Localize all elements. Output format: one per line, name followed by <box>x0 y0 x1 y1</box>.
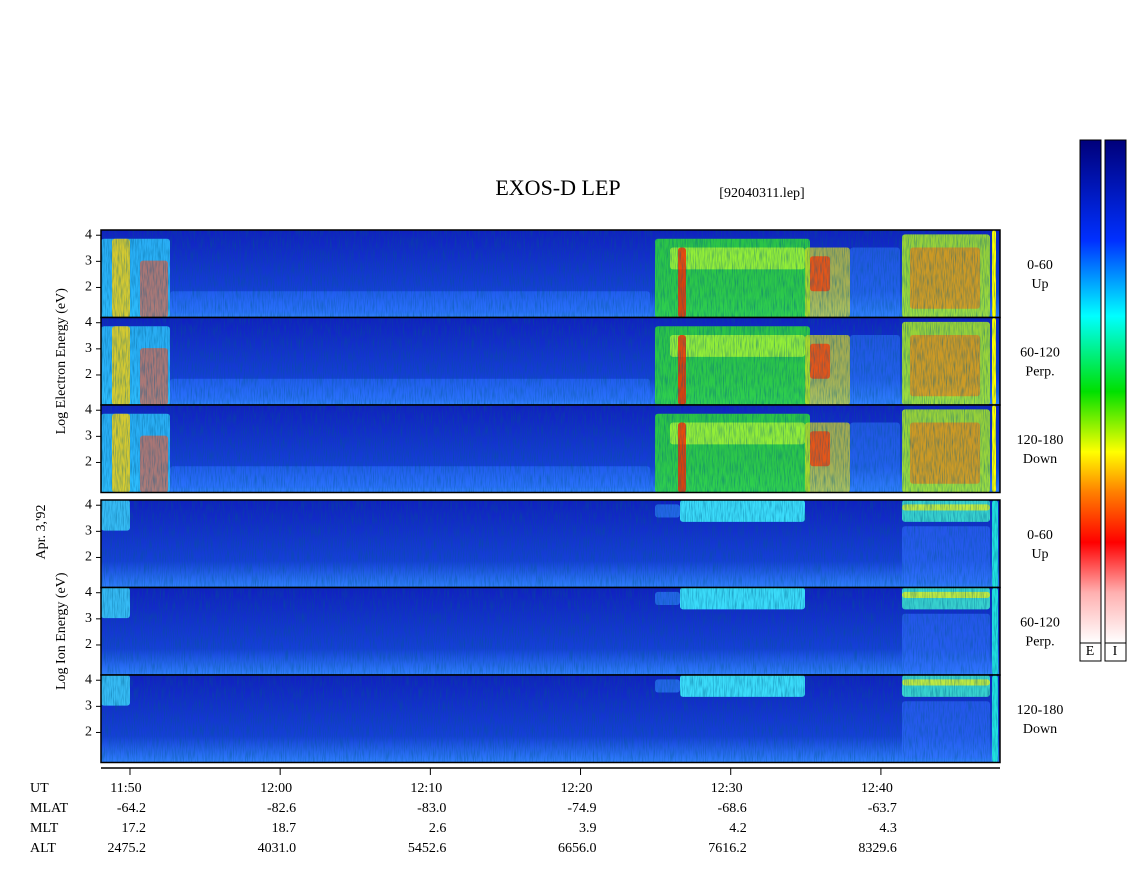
y-tick-label: 3 <box>85 611 92 626</box>
panel-direction: Up <box>1031 277 1048 292</box>
orbit-value: -64.2 <box>117 801 146 816</box>
panel-direction: Down <box>1023 452 1057 467</box>
orbit-value: -74.9 <box>567 801 596 816</box>
x-tick-label: 12:00 <box>260 781 292 796</box>
x-tick-label: 12:40 <box>861 781 893 796</box>
orbit-value: 4.3 <box>879 821 897 836</box>
y-tick-label: 3 <box>85 699 92 714</box>
panel-angle: 0-60 <box>1027 528 1053 543</box>
orbit-value: 7616.2 <box>708 841 747 856</box>
colorbar-box <box>1104 642 1127 662</box>
orbit-value: 5452.6 <box>408 841 447 856</box>
noise <box>101 500 1000 588</box>
y-tick-label: 3 <box>85 341 92 356</box>
y-tick-label: 2 <box>85 725 92 740</box>
panel-direction: Up <box>1031 547 1048 562</box>
panel-angle: 60-120 <box>1020 346 1060 361</box>
y-tick-label: 2 <box>85 550 92 565</box>
x-tick-label: 12:30 <box>711 781 743 796</box>
y-tick-label: 2 <box>85 637 92 652</box>
y-tick-label: 4 <box>85 672 92 687</box>
y-tick-label: 2 <box>85 280 92 295</box>
noise <box>101 587 1000 675</box>
row-label: MLT <box>30 821 59 836</box>
y-tick-label: 4 <box>85 497 92 512</box>
orbit-value: 18.7 <box>272 821 297 836</box>
row-label: UT <box>30 781 49 796</box>
y-tick-label: 3 <box>85 254 92 269</box>
x-tick-label: 12:10 <box>410 781 442 796</box>
panel-frame <box>100 404 1001 494</box>
y-tick-label: 4 <box>85 585 92 600</box>
panel-angle: 60-120 <box>1020 616 1060 631</box>
y-tick-label: 2 <box>85 367 92 382</box>
colorbar <box>1079 139 1102 644</box>
orbit-value: 2.6 <box>429 821 447 836</box>
panel-direction: Perp. <box>1025 635 1054 650</box>
date-label: Apr. 3,'92 <box>34 504 49 559</box>
panel-angle: 120-180 <box>1017 703 1064 718</box>
y-axis-label: Log Electron Energy (eV) <box>54 288 69 435</box>
orbit-value: 3.9 <box>579 821 597 836</box>
y-axis-label: Log Ion Energy (eV) <box>54 572 69 690</box>
panel-direction: Down <box>1023 722 1057 737</box>
colorbar <box>1104 139 1127 644</box>
panel-angle: 120-180 <box>1017 433 1064 448</box>
y-tick-label: 4 <box>85 315 92 330</box>
y-tick-label: 3 <box>85 524 92 539</box>
x-tick-label: 12:20 <box>561 781 593 796</box>
x-tick-label: 11:50 <box>110 781 141 796</box>
orbit-value: 4.2 <box>729 821 747 836</box>
y-tick-label: 4 <box>85 227 92 242</box>
row-label: ALT <box>30 841 56 856</box>
chart-title: EXOS-D LEP <box>495 175 620 200</box>
colorbar-box <box>1079 642 1102 662</box>
y-tick-label: 4 <box>85 402 92 417</box>
orbit-value: 2475.2 <box>107 841 146 856</box>
orbit-value: -68.6 <box>718 801 747 816</box>
panel-angle: 0-60 <box>1027 258 1053 273</box>
panel-direction: Perp. <box>1025 365 1054 380</box>
noise <box>101 317 1000 405</box>
orbit-value: 8329.6 <box>858 841 897 856</box>
orbit-value: 4031.0 <box>258 841 297 856</box>
file-label: [92040311.lep] <box>719 186 804 201</box>
y-tick-label: 2 <box>85 455 92 470</box>
orbit-value: -83.0 <box>417 801 446 816</box>
orbit-value: 17.2 <box>121 821 146 836</box>
orbit-value: -63.7 <box>868 801 897 816</box>
colorbar-label: E <box>1086 644 1095 659</box>
noise <box>101 230 1000 318</box>
orbit-value: -82.6 <box>267 801 296 816</box>
panel-frame <box>100 674 1001 764</box>
colorbar-label: I <box>1113 644 1118 659</box>
noise <box>101 405 1000 493</box>
y-tick-label: 3 <box>85 429 92 444</box>
noise <box>101 675 1000 763</box>
row-label: MLAT <box>30 801 69 816</box>
orbit-value: 6656.0 <box>558 841 597 856</box>
